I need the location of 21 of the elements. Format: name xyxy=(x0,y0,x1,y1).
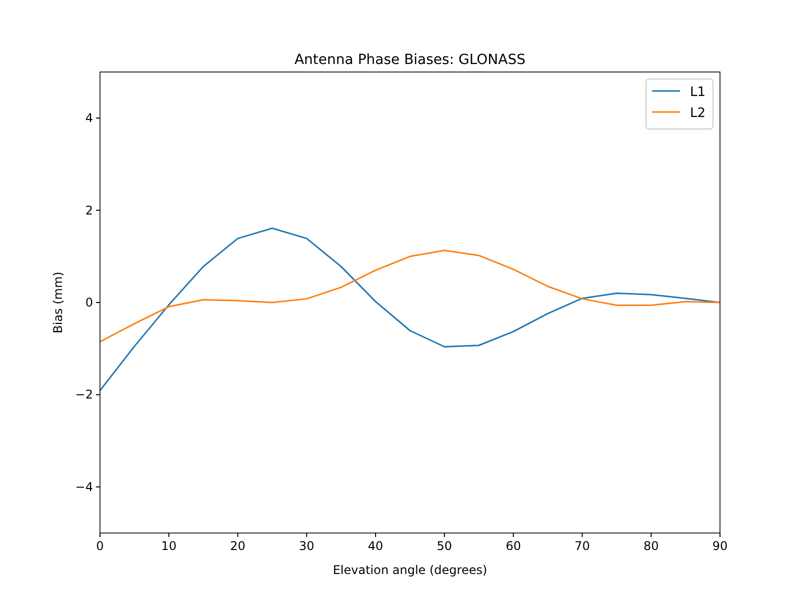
x-tick-label: 80 xyxy=(643,539,659,553)
x-tick-label: 0 xyxy=(96,539,104,553)
x-tick-label: 60 xyxy=(506,539,521,553)
y-tick-label: 2 xyxy=(85,203,93,218)
legend-label: L2 xyxy=(690,106,706,121)
x-tick-label: 30 xyxy=(299,539,314,553)
legend-label: L1 xyxy=(690,85,706,100)
x-tick-label: 40 xyxy=(368,539,384,553)
y-tick-label: 0 xyxy=(85,296,93,310)
chart-title: Antenna Phase Biases: GLONASS xyxy=(294,52,526,68)
y-tick-label: −2 xyxy=(75,388,93,402)
x-tick-label: 10 xyxy=(161,539,177,553)
x-tick-label: 50 xyxy=(436,539,452,553)
x-tick-label: 70 xyxy=(574,539,590,553)
y-tick-label: 4 xyxy=(85,111,93,126)
x-axis-title: Elevation angle (degrees) xyxy=(332,563,488,577)
x-tick-label: 90 xyxy=(712,539,728,553)
line-series xyxy=(100,250,720,342)
y-tick-label: −4 xyxy=(75,480,93,494)
x-tick-label: 20 xyxy=(230,539,246,553)
y-axis-title: Bias (mm) xyxy=(51,272,65,334)
